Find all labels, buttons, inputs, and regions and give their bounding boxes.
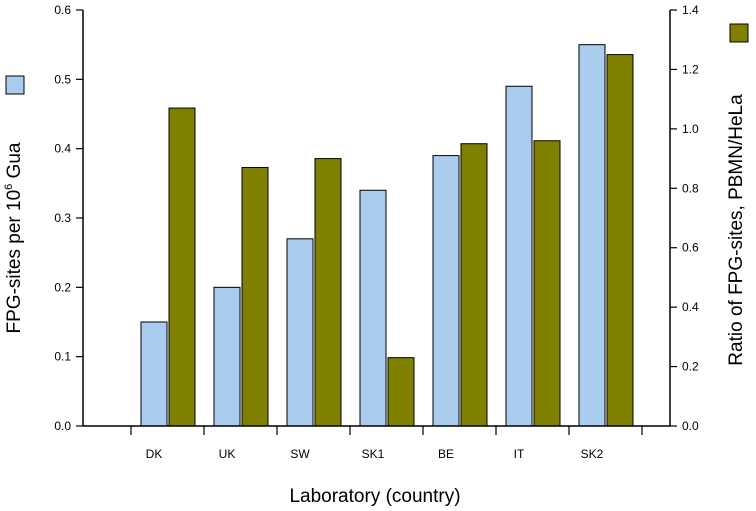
bar-right-uk <box>241 166 269 427</box>
x-tick-label-it: IT <box>514 447 525 461</box>
x-tick-label-be: BE <box>438 447 454 461</box>
bar-left-uk <box>213 286 241 427</box>
bar-right-it <box>533 140 561 427</box>
left-axis-legend-swatch <box>5 75 25 95</box>
left-y-tick-label: 0.4 <box>54 142 71 156</box>
right-y-tick-label: 0.8 <box>682 181 699 195</box>
left-y-axis-title: FPG-sites per 106 Gua <box>3 142 25 333</box>
right-y-tick-label: 0.2 <box>682 360 699 374</box>
left-y-axis-title-suffix: Gua <box>4 142 25 184</box>
left-y-tick-label: 0.6 <box>54 3 71 17</box>
x-tick-label-dk: DK <box>146 447 163 461</box>
right-y-tick-label: 1.4 <box>682 3 699 17</box>
right-y-tick-label: 0.0 <box>682 419 699 433</box>
left-y-axis-title-superscript: 6 <box>3 184 15 190</box>
right-y-tick-label: 1.2 <box>682 62 699 76</box>
left-y-tick-label: 0.2 <box>54 280 71 294</box>
right-y-tick-label: 0.4 <box>682 300 699 314</box>
right-y-tick-label: 0.6 <box>682 241 699 255</box>
left-y-tick-label: 0.1 <box>54 350 71 364</box>
bar-right-sw <box>314 158 342 427</box>
bar-left-sk1 <box>359 189 387 427</box>
right-y-axis-title: Ratio of FPG-sites, PBMN/HeLa <box>726 94 747 366</box>
right-y-tick-label: 1.0 <box>682 122 699 136</box>
bar-left-sw <box>286 238 314 427</box>
bar-left-dk <box>140 321 168 427</box>
bar-right-sk1 <box>387 357 415 427</box>
bar-right-sk2 <box>606 54 634 427</box>
left-y-tick-label: 0.3 <box>54 211 71 225</box>
axes-group: 0.0 0.1 0.2 0.3 0.4 0.5 0.6 0.0 0.2 0.4 0.6 0.8 1.0 1… <box>54 3 699 461</box>
right-axis-legend-swatch <box>729 23 749 43</box>
x-tick-label-sk1: SK1 <box>362 447 385 461</box>
bars-group <box>140 44 634 427</box>
x-tick-label-sk2: SK2 <box>581 447 604 461</box>
left-y-tick-label: 0.0 <box>54 419 71 433</box>
bar-left-it <box>505 85 533 427</box>
left-y-tick-label: 0.5 <box>54 72 71 86</box>
bar-left-be <box>432 155 460 427</box>
x-axis-title: Laboratory (country) <box>289 486 460 507</box>
legend-markers <box>5 23 749 95</box>
axis-labels: Laboratory (country) FPG-sites per 106 G… <box>3 94 747 507</box>
bar-left-sk2 <box>578 44 606 427</box>
x-tick-label-uk: UK <box>219 447 236 461</box>
bar-right-dk <box>168 107 196 427</box>
left-y-axis-title-prefix: FPG-sites per 10 <box>4 190 25 334</box>
x-tick-label-sw: SW <box>290 447 310 461</box>
bar-right-be <box>460 143 488 427</box>
